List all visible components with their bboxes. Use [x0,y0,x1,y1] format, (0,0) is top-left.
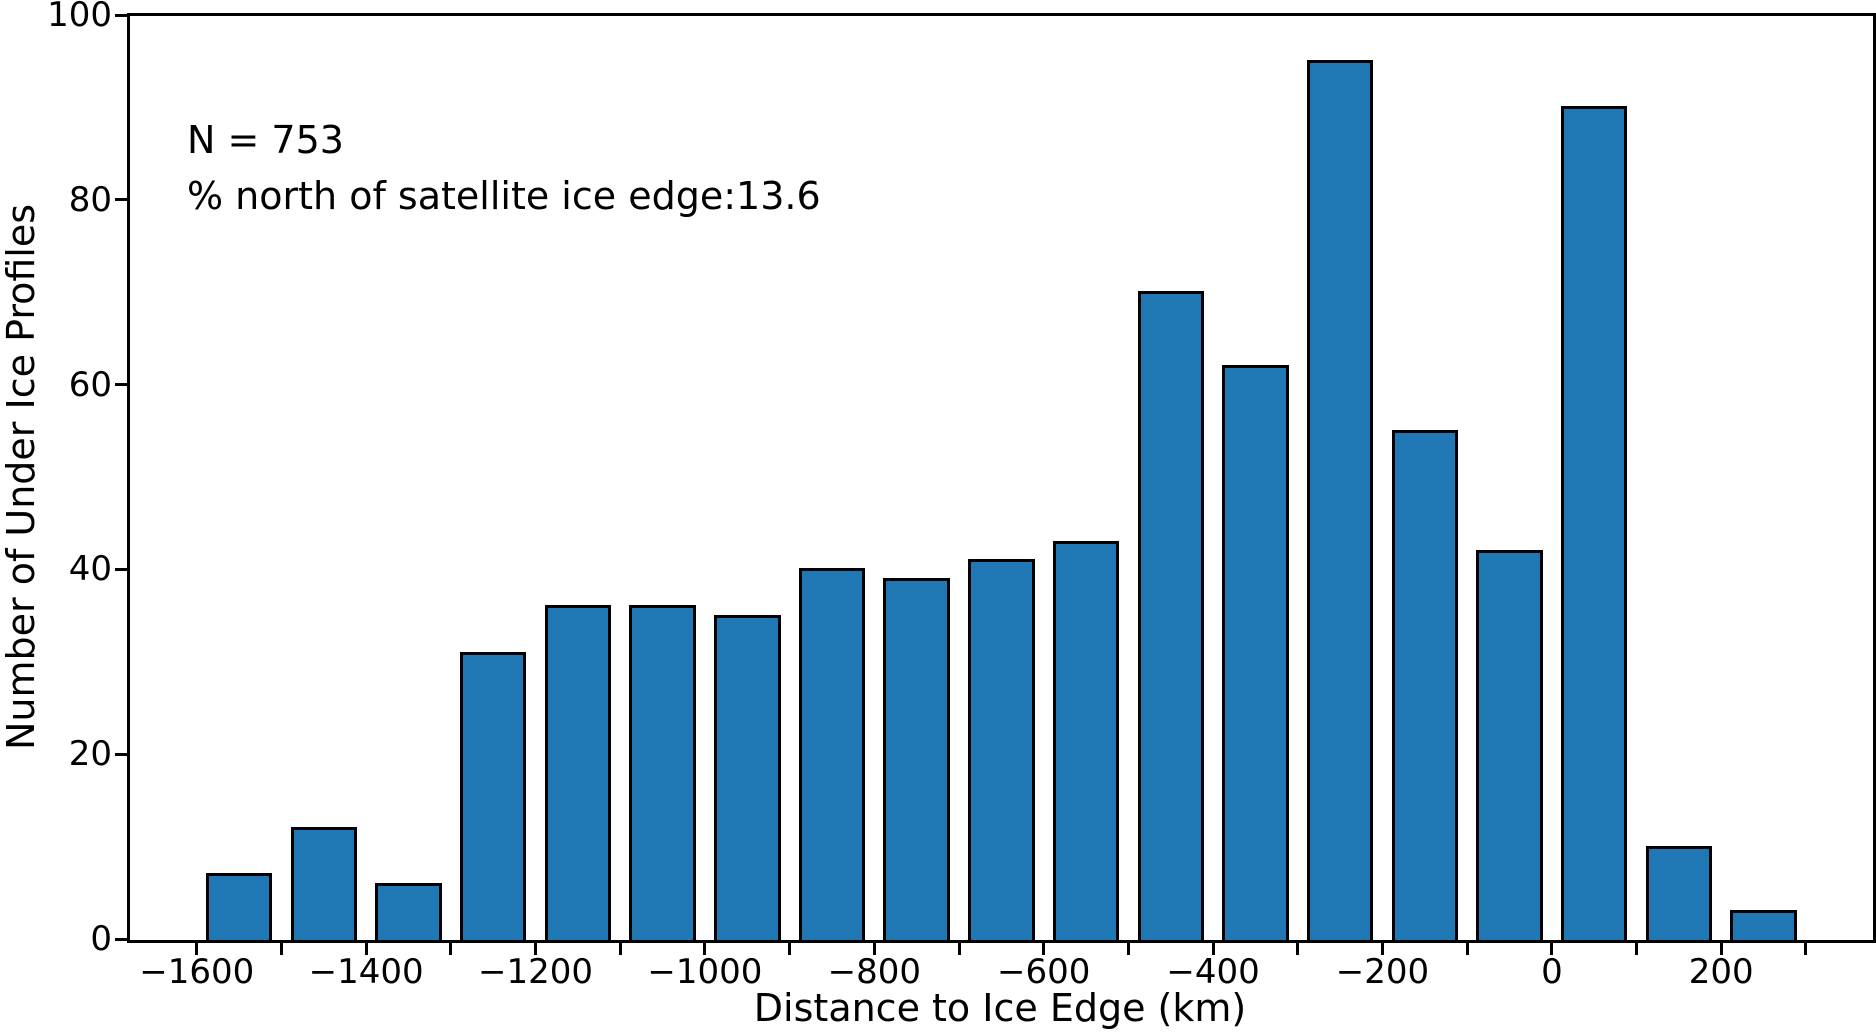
y-tick-label: 40 [68,549,112,590]
x-tick-label: −800 [827,952,921,992]
x-tick [703,943,707,955]
histogram-bar [629,605,696,940]
histogram-bar [714,614,781,940]
histogram-bar [1645,845,1713,940]
histogram-bar [1222,365,1289,940]
x-tick [195,943,199,955]
y-tick-label: 80 [68,179,112,220]
x-tick [1465,943,1469,955]
x-tick [1126,943,1130,955]
x-tick [957,943,961,955]
y-tick [115,13,127,17]
x-tick-label: −400 [1166,952,1260,992]
x-tick [1550,943,1554,955]
y-tick [115,198,127,202]
x-tick [449,943,453,955]
x-tick [1381,943,1384,955]
histogram-bar [1560,106,1628,940]
histogram-bar [1476,549,1543,940]
histogram-bar [544,605,612,940]
histogram-bar [1306,60,1374,940]
x-tick-label: −1000 [647,952,763,992]
y-tick [115,752,127,756]
y-axis-label: Number of Under Ice Profiles [0,203,43,751]
histogram-bar [1391,429,1459,940]
x-tick [1719,943,1723,955]
x-tick [1804,943,1808,955]
histogram-bar [968,559,1035,940]
x-axis-label: Distance to Ice Edge (km) [753,986,1247,1030]
x-tick-label: −600 [996,952,1091,992]
histogram-bar [205,873,273,940]
x-tick [1296,943,1300,955]
x-tick [1635,943,1639,955]
x-tick [872,943,876,955]
x-tick [618,943,622,955]
x-tick-label: 0 [1541,952,1563,992]
x-tick-label: −1600 [139,952,255,992]
y-tick [115,937,127,941]
histogram-bar [290,827,357,940]
y-tick-label: 60 [68,364,112,405]
histogram-bar [1052,540,1120,940]
x-tick [279,943,283,955]
y-tick-label: 20 [68,734,112,775]
y-tick [115,567,127,571]
histogram-bar [375,882,442,940]
annotation: N = 753 % north of satellite ice edge:13… [187,112,821,224]
annotation-sample-size: N = 753 [187,118,344,162]
histogram-bar [1730,910,1797,940]
y-tick-label: 100 [47,0,112,35]
histogram-bar [1137,291,1204,940]
histogram-bar [459,651,527,940]
x-tick [1211,943,1215,955]
x-tick-label: −1200 [477,952,593,992]
x-tick [1042,943,1046,955]
histogram-bar [798,568,866,940]
annotation-percent-north: % north of satellite ice edge:13.6 [187,174,821,218]
x-tick-label: −1400 [308,952,424,992]
plot-inner [130,16,1873,940]
x-tick [534,943,537,955]
y-tick-label: 0 [90,919,112,959]
histogram-bar [883,577,950,940]
x-tick [788,943,792,955]
x-tick-label: 200 [1688,952,1754,992]
y-tick [115,383,127,387]
x-tick [364,943,368,955]
x-tick-label: −200 [1335,952,1430,992]
